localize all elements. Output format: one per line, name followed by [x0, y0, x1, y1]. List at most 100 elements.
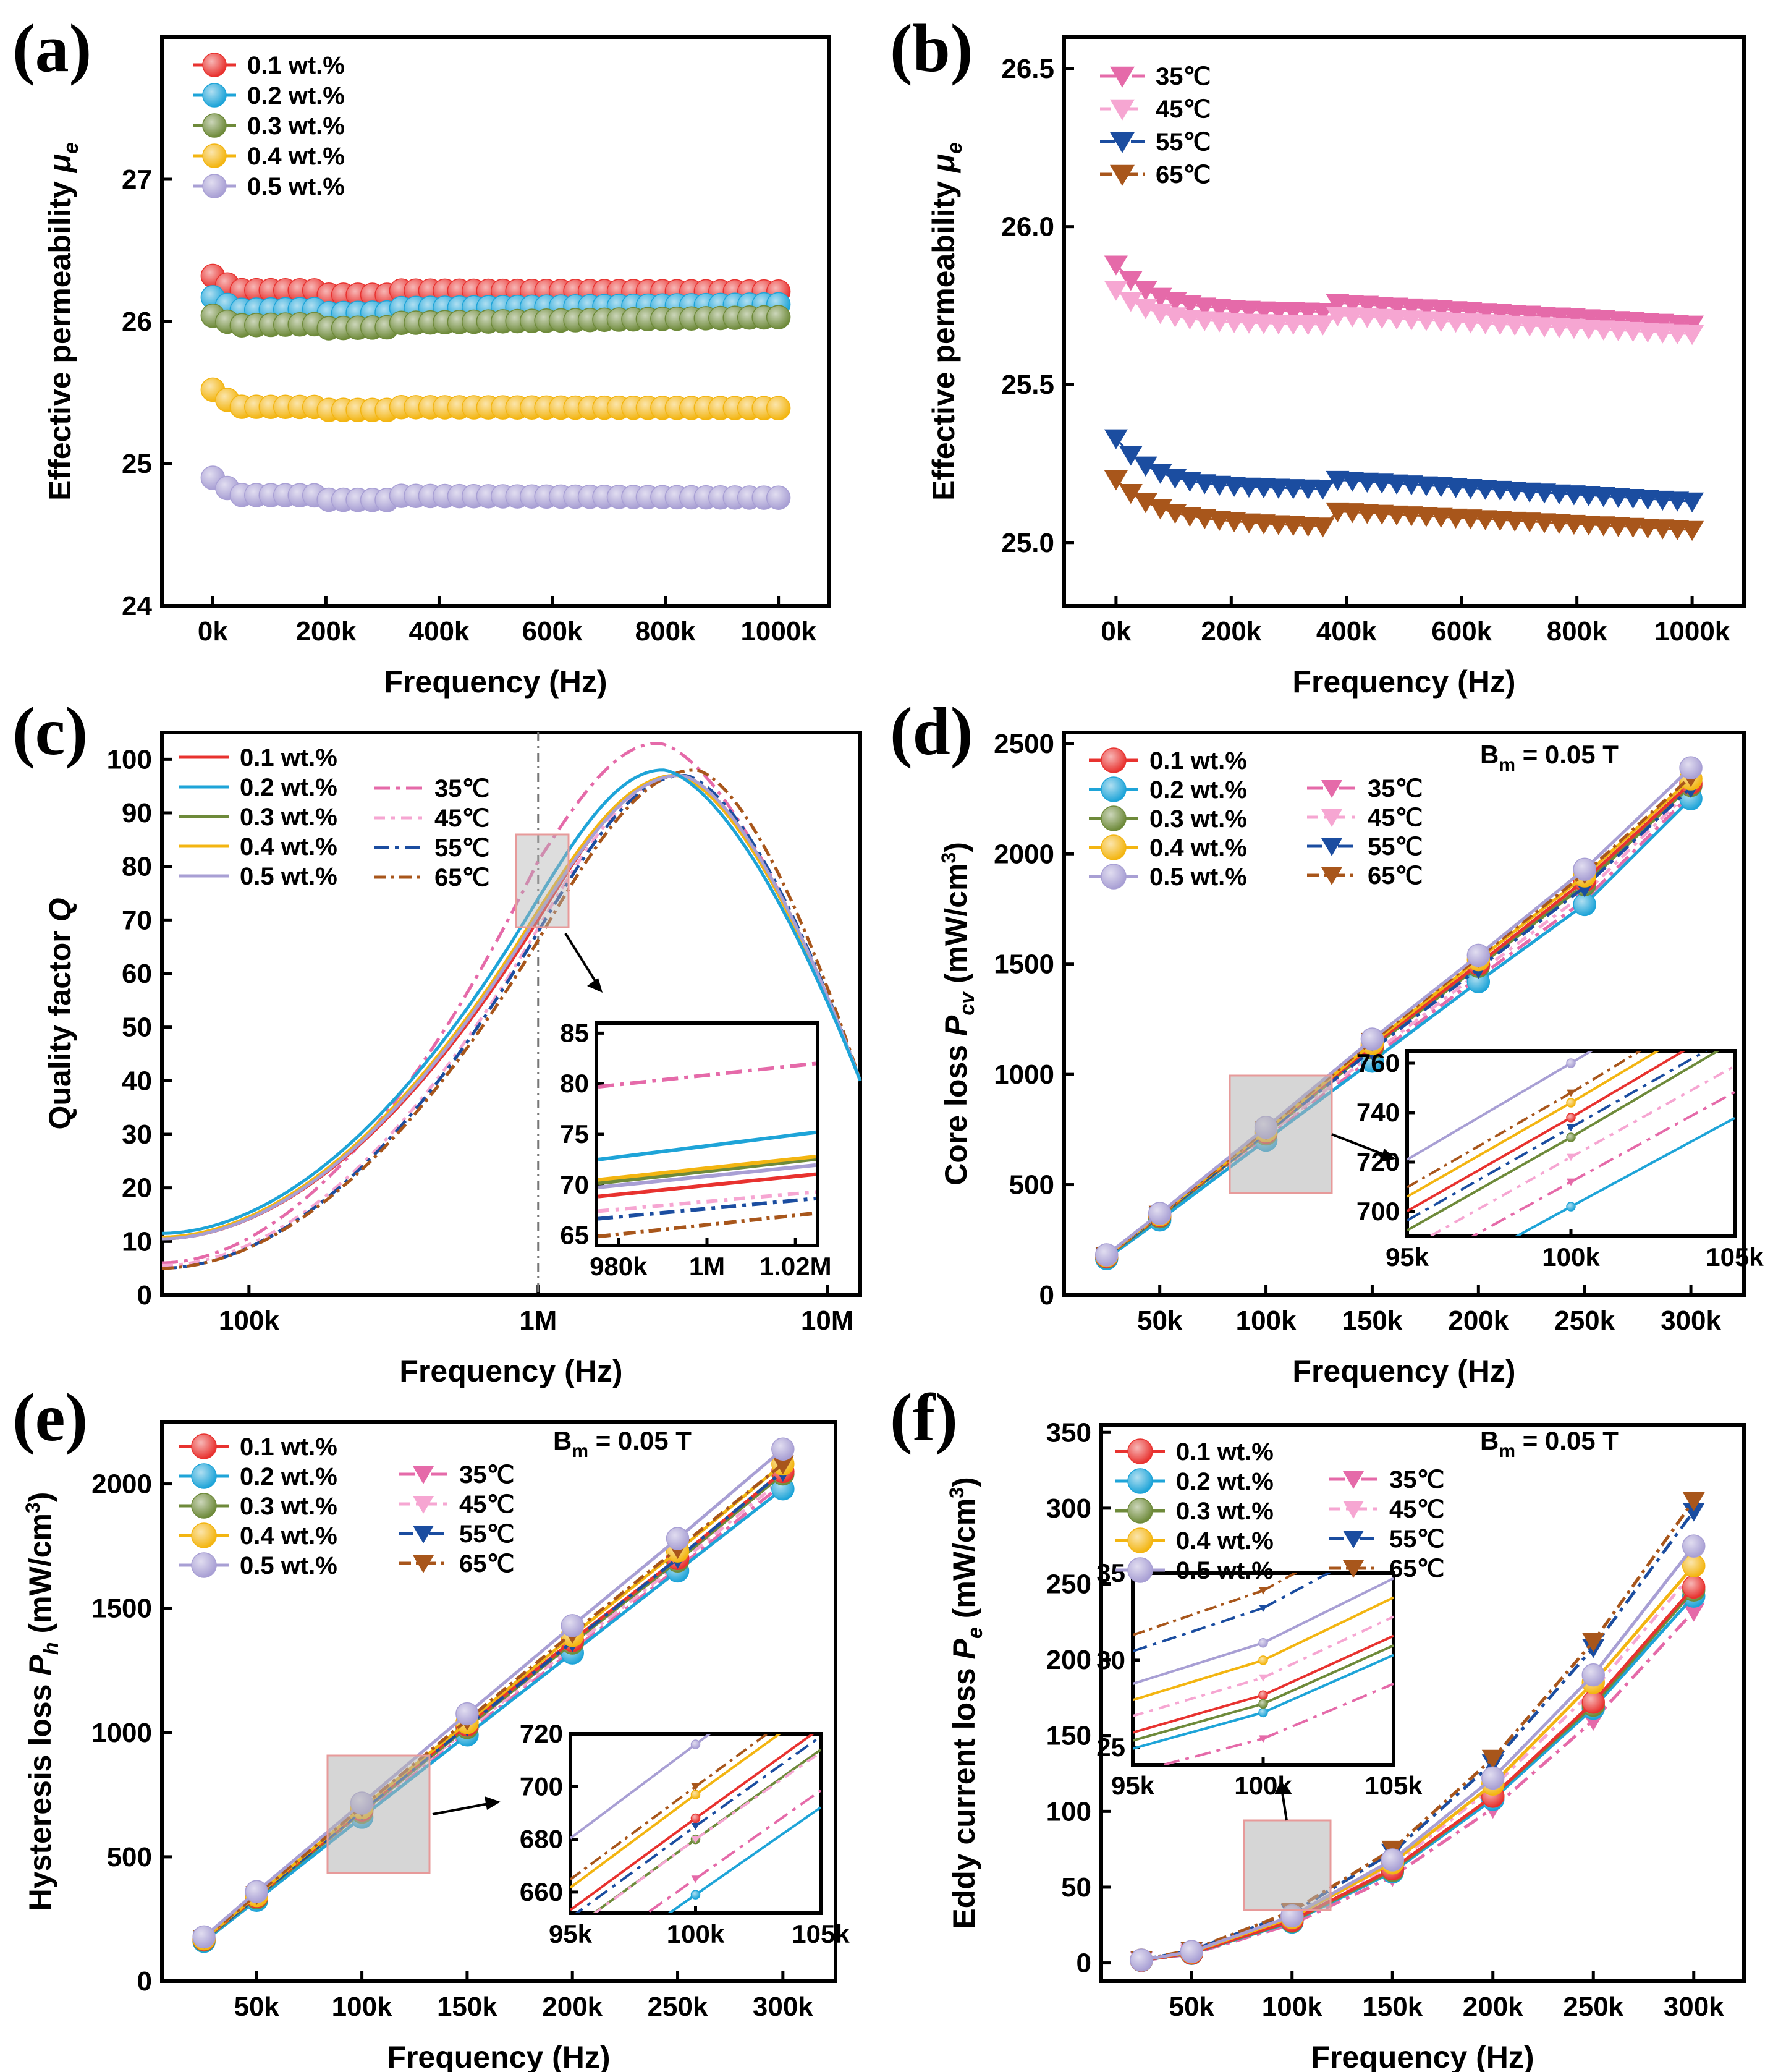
inset-series-line: [598, 1155, 816, 1182]
marker-triangle: [1682, 1602, 1705, 1622]
marker-sphere: [1360, 1027, 1384, 1051]
legend-item: 0.3 wt.%: [1089, 805, 1247, 833]
y-tick-label: 25.5: [1001, 370, 1054, 400]
y-axis-label: Eddy current loss Pe (mW/cm3): [946, 1477, 987, 1929]
marker-triangle: [1567, 1178, 1575, 1186]
inset-series-line: [598, 1163, 816, 1189]
inset-series-seg: [1407, 1062, 1572, 1161]
marker-sphere: [1258, 1655, 1268, 1665]
marker-sphere: [666, 1527, 690, 1550]
legend-label: 0.3 wt.%: [240, 1493, 337, 1520]
legend-label: 65℃: [1368, 862, 1423, 890]
marker-sphere: [561, 1614, 584, 1637]
x-axis-label: Frequency (Hz): [399, 1354, 622, 1388]
y-tick-label: 80: [122, 852, 152, 882]
inset-series-seg: [695, 1734, 712, 1746]
marker-sphere: [1679, 756, 1703, 779]
x-tick-label: 300k: [1664, 1992, 1724, 2022]
y-tick-label: 25: [122, 449, 152, 479]
inset-series-seg: [1427, 1156, 1572, 1236]
marker-triangle: [1119, 292, 1143, 312]
legend-item: 0.1 wt.%: [193, 52, 345, 79]
x-tick-label: 150k: [437, 1992, 497, 2022]
inset-series-seg: [1263, 1654, 1394, 1714]
legend-item: 45℃: [374, 805, 489, 832]
legend-label: 55℃: [459, 1521, 514, 1548]
legend-label: 0.4 wt.%: [240, 833, 337, 860]
inset-frame: [595, 1021, 819, 1247]
inset-series-line: [598, 1190, 816, 1213]
inset-y-tick-label: 680: [520, 1825, 563, 1854]
x-tick-label: 600k: [522, 616, 583, 647]
inset-series-seg: [1263, 1615, 1394, 1679]
inset-y-tick-label: 80: [560, 1069, 589, 1098]
legend-item: 55℃: [374, 834, 489, 862]
x-tick-label: 100k: [1236, 1306, 1297, 1336]
inset-series-seg: [570, 1793, 696, 1889]
inset-lines: [1133, 1573, 1394, 1765]
plot-frame: [160, 731, 862, 1297]
series-line: [1115, 478, 1693, 531]
series-45℃: [1130, 1563, 1705, 1971]
series-0.4 wt.%: [1130, 1554, 1706, 1972]
inset-series-seg: [695, 1735, 821, 1827]
inset-lines: [1407, 1051, 1735, 1236]
y-tick-label: 100: [1046, 1796, 1091, 1827]
marker-triangle: [1259, 1674, 1267, 1682]
legend-label: 65℃: [459, 1550, 514, 1577]
plot-frame: [1062, 35, 1746, 608]
inset-series-seg: [570, 1785, 696, 1881]
inset-x-tick-label: 105k: [792, 1919, 850, 1948]
marker-triangle: [1104, 429, 1128, 449]
marker-triangle: [1133, 493, 1157, 514]
x-tick-label: 50k: [1169, 1992, 1215, 2022]
marker-triangle: [413, 1525, 434, 1543]
legend-label: 45℃: [1156, 96, 1211, 123]
inset-c: 980k 1M 1.02M 65 70 75 80 85: [560, 1018, 831, 1281]
x-tick-label: 250k: [1563, 1992, 1623, 2022]
zoom-arrow: [1281, 1792, 1288, 1821]
legend-item: 65℃: [1329, 1555, 1444, 1582]
legend-item: 0.1 wt.%: [1089, 747, 1247, 775]
marker-triangle: [1343, 1500, 1364, 1519]
legend-label: 0.1 wt.%: [247, 52, 345, 79]
inset-series-seg: [1133, 1641, 1264, 1685]
x-tick-label: 1000k: [740, 616, 816, 647]
y-tick-label: 60: [122, 959, 152, 989]
y-tick-label: 24: [122, 591, 152, 621]
marker-sphere: [191, 1493, 217, 1519]
series-0.5 wt.%: [1130, 1534, 1706, 1972]
inset-y-tick-label: 660: [520, 1877, 563, 1906]
plot-a: 0k 200k 400k 600k 800k 1000k 24 25 26 27 Frequency…: [43, 35, 831, 699]
inset-x-tick-label: 95k: [1111, 1771, 1155, 1800]
legend-label: 0.3 wt.%: [1176, 1498, 1274, 1525]
zoom-box: [515, 833, 570, 928]
y-tick-label: 0: [1077, 1948, 1091, 1979]
marker-sphere: [202, 174, 227, 198]
inset-series-seg: [1407, 1102, 1572, 1198]
legend-item: 0.4 wt.%: [1115, 1527, 1274, 1555]
marker-triangle: [771, 1455, 794, 1475]
inset-series-seg: [1263, 1596, 1394, 1662]
x-tick-label: 800k: [1547, 616, 1607, 647]
inset-y-tick-label: 720: [520, 1719, 563, 1748]
legend-label: 0.5 wt.%: [240, 1552, 337, 1579]
plot-b: 0k 200k 400k 600k 800k 1000k 25.0 25.5 26.0 26.5 F…: [926, 35, 1746, 699]
inset-series-seg: [1263, 1634, 1394, 1697]
panel-letter-c: (c): [12, 694, 88, 769]
inset-series-seg: [695, 1748, 821, 1841]
marker-sphere: [202, 83, 227, 108]
legend-item: 55℃: [1100, 129, 1211, 156]
legend-item: 0.1 wt.%: [179, 744, 337, 771]
legend-item: 45℃: [399, 1491, 514, 1518]
y-tick-label: 27: [122, 164, 152, 195]
x-tick-label: 0k: [1101, 616, 1131, 647]
legend-item: 0.5 wt.%: [179, 863, 337, 890]
inset-series-seg: [1570, 1051, 1709, 1129]
marker-sphere: [191, 1552, 217, 1578]
marker-sphere: [1127, 1527, 1153, 1553]
legend-label: 45℃: [1368, 804, 1423, 831]
marker-sphere: [1101, 747, 1127, 773]
marker-triangle: [1119, 483, 1143, 504]
